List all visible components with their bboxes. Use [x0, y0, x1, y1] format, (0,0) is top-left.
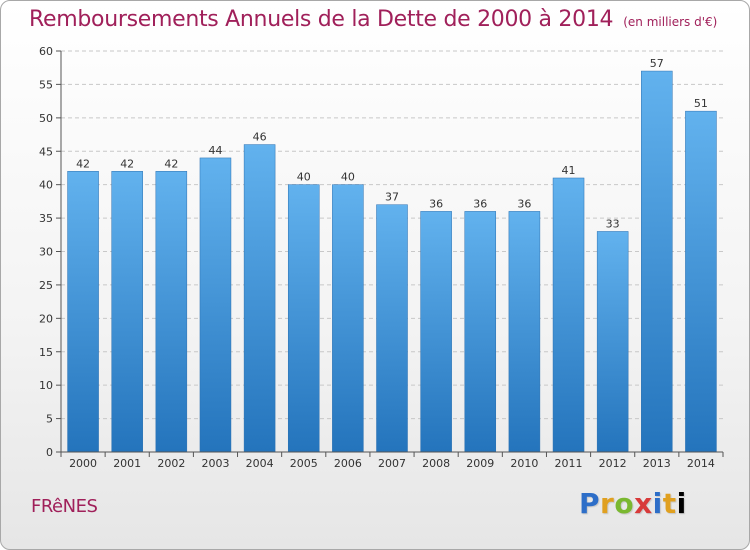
data-label: 42 [120, 157, 134, 170]
data-label: 42 [164, 157, 178, 170]
x-tick-label: 2006 [334, 457, 362, 470]
y-tick-label: 40 [39, 179, 53, 192]
data-label: 44 [208, 144, 222, 157]
x-tick-label: 2005 [290, 457, 318, 470]
x-tick-label: 2004 [246, 457, 274, 470]
x-tick-label: 2011 [555, 457, 583, 470]
brand-letter: r [600, 487, 615, 520]
bar [552, 177, 585, 453]
bar [243, 144, 276, 453]
y-tick-label: 15 [39, 346, 53, 359]
x-tick-label: 2007 [378, 457, 406, 470]
brand-letter: o [614, 487, 635, 520]
brand-logo: Proxiti [579, 487, 687, 520]
x-tick-label: 2009 [466, 457, 494, 470]
x-tick-label: 2000 [69, 457, 97, 470]
bar [199, 157, 232, 453]
y-tick-label: 35 [39, 212, 53, 225]
x-tick-label: 2002 [157, 457, 185, 470]
commune-name: FRêNES [31, 496, 98, 517]
bar [596, 231, 629, 453]
bar [287, 184, 320, 453]
y-tick-label: 60 [39, 45, 53, 58]
data-label: 51 [694, 97, 708, 110]
brand-letter: x [634, 487, 653, 520]
y-tick-label: 5 [46, 413, 53, 426]
bar [111, 171, 143, 453]
y-tick-label: 20 [39, 312, 53, 325]
bar [641, 70, 673, 453]
bar [376, 204, 408, 453]
brand-letter: P [579, 487, 601, 520]
chart-title: Remboursements Annuels de la Dette de 20… [29, 7, 614, 32]
data-label: 33 [606, 217, 620, 230]
brand-letter: t [662, 487, 677, 520]
data-label: 36 [517, 197, 531, 210]
brand-letter: i [676, 487, 687, 520]
data-label: 36 [473, 197, 487, 210]
data-label: 36 [429, 197, 443, 210]
x-tick-label: 2010 [510, 457, 538, 470]
x-tick-label: 2003 [201, 457, 229, 470]
x-tick-label: 2008 [422, 457, 450, 470]
bar [332, 184, 364, 453]
y-tick-label: 45 [39, 145, 53, 158]
chart-subtitle: (en milliers d'€) [623, 15, 718, 29]
data-label: 42 [76, 157, 90, 170]
bar [420, 211, 452, 453]
data-label: 46 [253, 131, 267, 144]
x-tick-label: 2001 [113, 457, 141, 470]
y-tick-label: 10 [39, 379, 53, 392]
x-tick-label: 2013 [643, 457, 671, 470]
bar [67, 171, 99, 453]
data-label: 57 [650, 57, 664, 70]
y-tick-label: 0 [46, 446, 53, 459]
y-tick-label: 30 [39, 246, 53, 259]
bar [464, 211, 497, 453]
data-label: 41 [562, 164, 576, 177]
brand-letter: i [652, 487, 663, 520]
x-tick-label: 2014 [687, 457, 715, 470]
bar [508, 211, 541, 453]
bar [155, 171, 188, 453]
data-label: 37 [385, 191, 399, 204]
y-tick-label: 55 [39, 78, 53, 91]
title-line: Remboursements Annuels de la Dette de 20… [29, 7, 717, 32]
bar [685, 110, 717, 453]
y-tick-label: 50 [39, 112, 53, 125]
y-tick-label: 25 [39, 279, 53, 292]
data-label: 40 [297, 171, 311, 184]
x-tick-label: 2012 [599, 457, 627, 470]
data-label: 40 [341, 171, 355, 184]
